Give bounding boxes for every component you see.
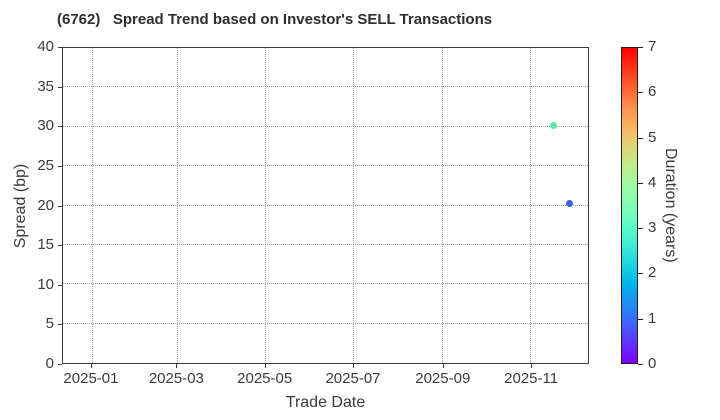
x-tick-label: 2025-03 bbox=[148, 370, 204, 387]
colorbar-tick-mark bbox=[638, 364, 643, 365]
colorbar-tick-mark bbox=[638, 47, 643, 48]
colorbar-tick-label: 4 bbox=[648, 173, 657, 191]
x-tick-mark bbox=[442, 364, 444, 368]
y-tick-label: 20 bbox=[37, 196, 54, 214]
colorbar-tick-label: 7 bbox=[648, 38, 657, 55]
x-tick-mark bbox=[264, 364, 266, 368]
colorbar-tick-label: 1 bbox=[648, 309, 657, 327]
plot-area bbox=[62, 47, 589, 364]
x-gridline bbox=[352, 48, 354, 363]
colorbar-tick-label: 2 bbox=[648, 264, 657, 282]
y-tick-mark bbox=[58, 364, 62, 365]
y-tick-label: 40 bbox=[37, 38, 54, 55]
colorbar-tick-label: 3 bbox=[648, 219, 657, 237]
colorbar-tick-mark bbox=[638, 137, 643, 139]
y-tick-mark bbox=[58, 126, 62, 128]
y-gridline bbox=[63, 165, 588, 167]
y-tick-label: 30 bbox=[37, 117, 54, 135]
y-tick-mark bbox=[58, 165, 62, 167]
colorbar-label: Duration (years) bbox=[662, 148, 679, 263]
y-tick-mark bbox=[58, 205, 62, 207]
x-tick-mark bbox=[90, 364, 92, 368]
colorbar-gradient bbox=[621, 47, 638, 364]
y-tick-mark bbox=[58, 324, 62, 326]
y-gridline bbox=[63, 322, 588, 324]
y-gridline bbox=[63, 283, 588, 285]
y-tick-mark bbox=[58, 245, 62, 247]
x-tick-label: 2025-11 bbox=[504, 370, 559, 387]
colorbar-tick-mark bbox=[638, 182, 643, 184]
colorbar-tick-mark bbox=[638, 92, 643, 94]
y-tick-mark bbox=[58, 47, 62, 48]
y-tick-mark bbox=[58, 86, 62, 88]
x-tick-mark bbox=[353, 364, 354, 368]
x-tick-label: 2025-09 bbox=[415, 370, 471, 387]
x-gridline bbox=[442, 48, 444, 363]
x-tick-label: 2025-01 bbox=[63, 370, 119, 387]
colorbar-tick-mark bbox=[638, 273, 643, 275]
x-gridline bbox=[91, 48, 93, 363]
x-gridline bbox=[264, 48, 266, 363]
x-tick-label: 2025-07 bbox=[325, 370, 381, 387]
x-gridline bbox=[530, 48, 532, 363]
y-tick-label: 5 bbox=[45, 315, 54, 333]
y-tick-label: 0 bbox=[45, 355, 54, 372]
x-axis-label: Trade Date bbox=[285, 394, 366, 411]
y-tick-label: 35 bbox=[37, 77, 54, 95]
colorbar-tick-mark bbox=[638, 228, 643, 230]
y-tick-label: 10 bbox=[37, 275, 54, 293]
scatter-point bbox=[549, 122, 557, 130]
y-gridline bbox=[63, 86, 588, 88]
colorbar-tick-label: 6 bbox=[648, 83, 657, 101]
colorbar-tick-label: 0 bbox=[648, 355, 657, 372]
colorbar-tick-label: 5 bbox=[648, 128, 657, 146]
x-tick-mark bbox=[176, 364, 178, 368]
x-tick-label: 2025-05 bbox=[237, 370, 293, 387]
scatter-point bbox=[565, 199, 573, 207]
y-tick-mark bbox=[58, 284, 62, 286]
y-gridline bbox=[63, 125, 588, 127]
colorbar-tick-mark bbox=[638, 318, 643, 320]
x-gridline bbox=[176, 48, 178, 363]
y-gridline bbox=[63, 243, 588, 245]
x-tick-mark bbox=[531, 364, 533, 368]
y-gridline bbox=[63, 204, 588, 206]
y-tick-label: 25 bbox=[37, 156, 54, 174]
chart-title: (6762) Spread Trend based on Investor's … bbox=[57, 11, 493, 28]
y-tick-label: 15 bbox=[37, 236, 54, 254]
